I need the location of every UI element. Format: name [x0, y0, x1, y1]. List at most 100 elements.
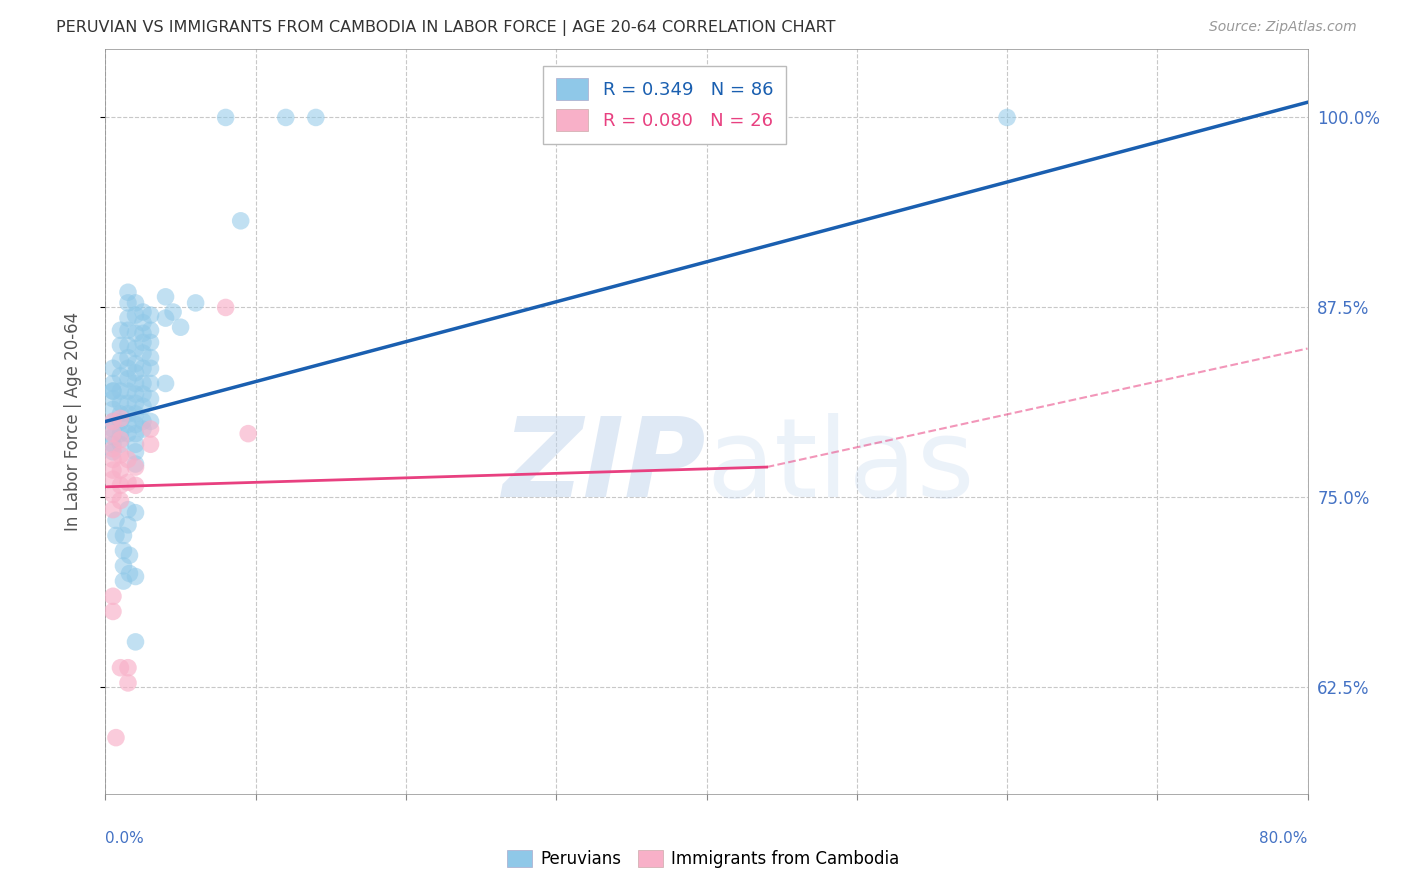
Point: [112, 574, 135, 588]
Point: [117, 407, 139, 421]
Point: [117, 426, 139, 441]
Point: [995, 111, 1018, 125]
Text: atlas: atlas: [707, 413, 974, 520]
Point: [110, 448, 132, 462]
Point: [139, 392, 162, 406]
Point: [162, 305, 184, 319]
Point: [124, 357, 146, 371]
Point: [124, 506, 146, 520]
Point: [132, 415, 155, 429]
Point: [132, 326, 155, 341]
Point: [124, 457, 146, 471]
Point: [112, 558, 135, 573]
Point: [118, 566, 141, 581]
Point: [117, 396, 139, 410]
Point: [132, 305, 155, 319]
Point: [110, 368, 132, 383]
Point: [139, 415, 162, 429]
Point: [124, 460, 146, 475]
Point: [139, 323, 162, 337]
Point: [117, 351, 139, 365]
Point: [110, 396, 132, 410]
Point: [101, 437, 124, 451]
Point: [169, 320, 191, 334]
Point: [101, 402, 124, 417]
Point: [101, 487, 124, 501]
Point: [101, 384, 124, 398]
Point: [132, 316, 155, 330]
Point: [101, 442, 124, 456]
Point: [214, 301, 236, 315]
Point: [112, 528, 135, 542]
Point: [229, 214, 252, 228]
Point: [139, 361, 162, 376]
Point: [101, 502, 124, 516]
Point: [124, 342, 146, 356]
Point: [117, 384, 139, 398]
Point: [117, 475, 139, 490]
Point: [124, 376, 146, 391]
Point: [118, 548, 141, 562]
Point: [139, 351, 162, 365]
Point: [132, 361, 155, 376]
Point: [124, 417, 146, 432]
Point: [101, 589, 124, 603]
Point: [139, 437, 162, 451]
Point: [132, 387, 155, 401]
Point: [155, 376, 177, 391]
Point: [305, 111, 328, 125]
Point: [110, 353, 132, 368]
Point: [124, 396, 146, 410]
Point: [110, 415, 132, 429]
Point: [101, 452, 124, 467]
Point: [124, 296, 146, 310]
Legend: Peruvians, Immigrants from Cambodia: Peruvians, Immigrants from Cambodia: [501, 843, 905, 875]
Point: [132, 335, 155, 350]
Point: [101, 605, 124, 619]
Point: [124, 326, 146, 341]
Point: [117, 296, 139, 310]
Point: [101, 384, 124, 398]
Point: [124, 635, 146, 649]
Point: [110, 338, 132, 352]
Point: [110, 433, 132, 447]
Point: [101, 463, 124, 477]
Point: [117, 676, 139, 690]
Point: [124, 478, 146, 492]
Point: [132, 346, 155, 360]
Point: [155, 311, 177, 326]
Point: [139, 422, 162, 436]
Point: [101, 376, 124, 391]
Point: [110, 407, 132, 421]
Point: [117, 285, 139, 300]
Point: [124, 437, 146, 451]
Point: [139, 335, 162, 350]
Point: [110, 661, 132, 675]
Legend: R = 0.349   N = 86, R = 0.080   N = 26: R = 0.349 N = 86, R = 0.080 N = 26: [543, 65, 786, 144]
Point: [214, 111, 236, 125]
Point: [124, 445, 146, 459]
Point: [101, 445, 124, 459]
Point: [132, 399, 155, 413]
Point: [238, 426, 260, 441]
Point: [110, 478, 132, 492]
Point: [139, 376, 162, 391]
Point: [101, 430, 124, 444]
Point: [132, 376, 155, 391]
Point: [104, 528, 127, 542]
Point: [124, 426, 146, 441]
Text: 0.0%: 0.0%: [105, 831, 145, 847]
Point: [124, 387, 146, 401]
Point: [110, 426, 132, 441]
Y-axis label: In Labor Force | Age 20-64: In Labor Force | Age 20-64: [63, 312, 82, 531]
Point: [117, 452, 139, 467]
Point: [110, 463, 132, 477]
Point: [101, 472, 124, 486]
Point: [155, 290, 177, 304]
Point: [117, 338, 139, 352]
Point: [132, 422, 155, 436]
Point: [104, 731, 127, 745]
Point: [139, 308, 162, 322]
Point: [274, 111, 297, 125]
Point: [110, 493, 132, 508]
